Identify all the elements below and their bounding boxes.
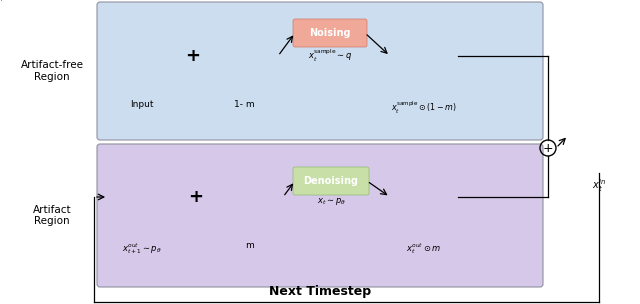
Text: $x_t^{\mathrm{sample}}\sim q$: $x_t^{\mathrm{sample}}\sim q$ bbox=[308, 48, 352, 64]
Text: +: + bbox=[186, 47, 200, 65]
Text: m: m bbox=[244, 241, 253, 250]
Text: 1- m: 1- m bbox=[234, 100, 254, 109]
Text: Next Timestep: Next Timestep bbox=[269, 285, 371, 298]
Text: +: + bbox=[188, 188, 203, 206]
FancyBboxPatch shape bbox=[97, 2, 543, 140]
FancyBboxPatch shape bbox=[293, 167, 369, 195]
Text: Denoising: Denoising bbox=[303, 176, 358, 186]
Text: $x_t\sim p_\theta$: $x_t\sim p_\theta$ bbox=[317, 196, 346, 207]
Text: $x_{t+1}^{out}\sim p_\theta$: $x_{t+1}^{out}\sim p_\theta$ bbox=[122, 241, 162, 256]
Text: Noising: Noising bbox=[309, 28, 351, 38]
FancyBboxPatch shape bbox=[293, 19, 367, 47]
Text: $x_t^{\mathrm{sample}}\odot(1-m)$: $x_t^{\mathrm{sample}}\odot(1-m)$ bbox=[391, 100, 457, 116]
Text: $x_t^{out}\odot m$: $x_t^{out}\odot m$ bbox=[406, 241, 442, 256]
Text: Artifact-free
Region: Artifact-free Region bbox=[20, 60, 83, 82]
FancyBboxPatch shape bbox=[97, 144, 543, 287]
Text: Input: Input bbox=[131, 100, 154, 109]
Text: Artifact
Region: Artifact Region bbox=[33, 205, 71, 226]
Text: $+$: $+$ bbox=[542, 141, 554, 154]
Text: $x_t^{in}$: $x_t^{in}$ bbox=[592, 177, 606, 194]
